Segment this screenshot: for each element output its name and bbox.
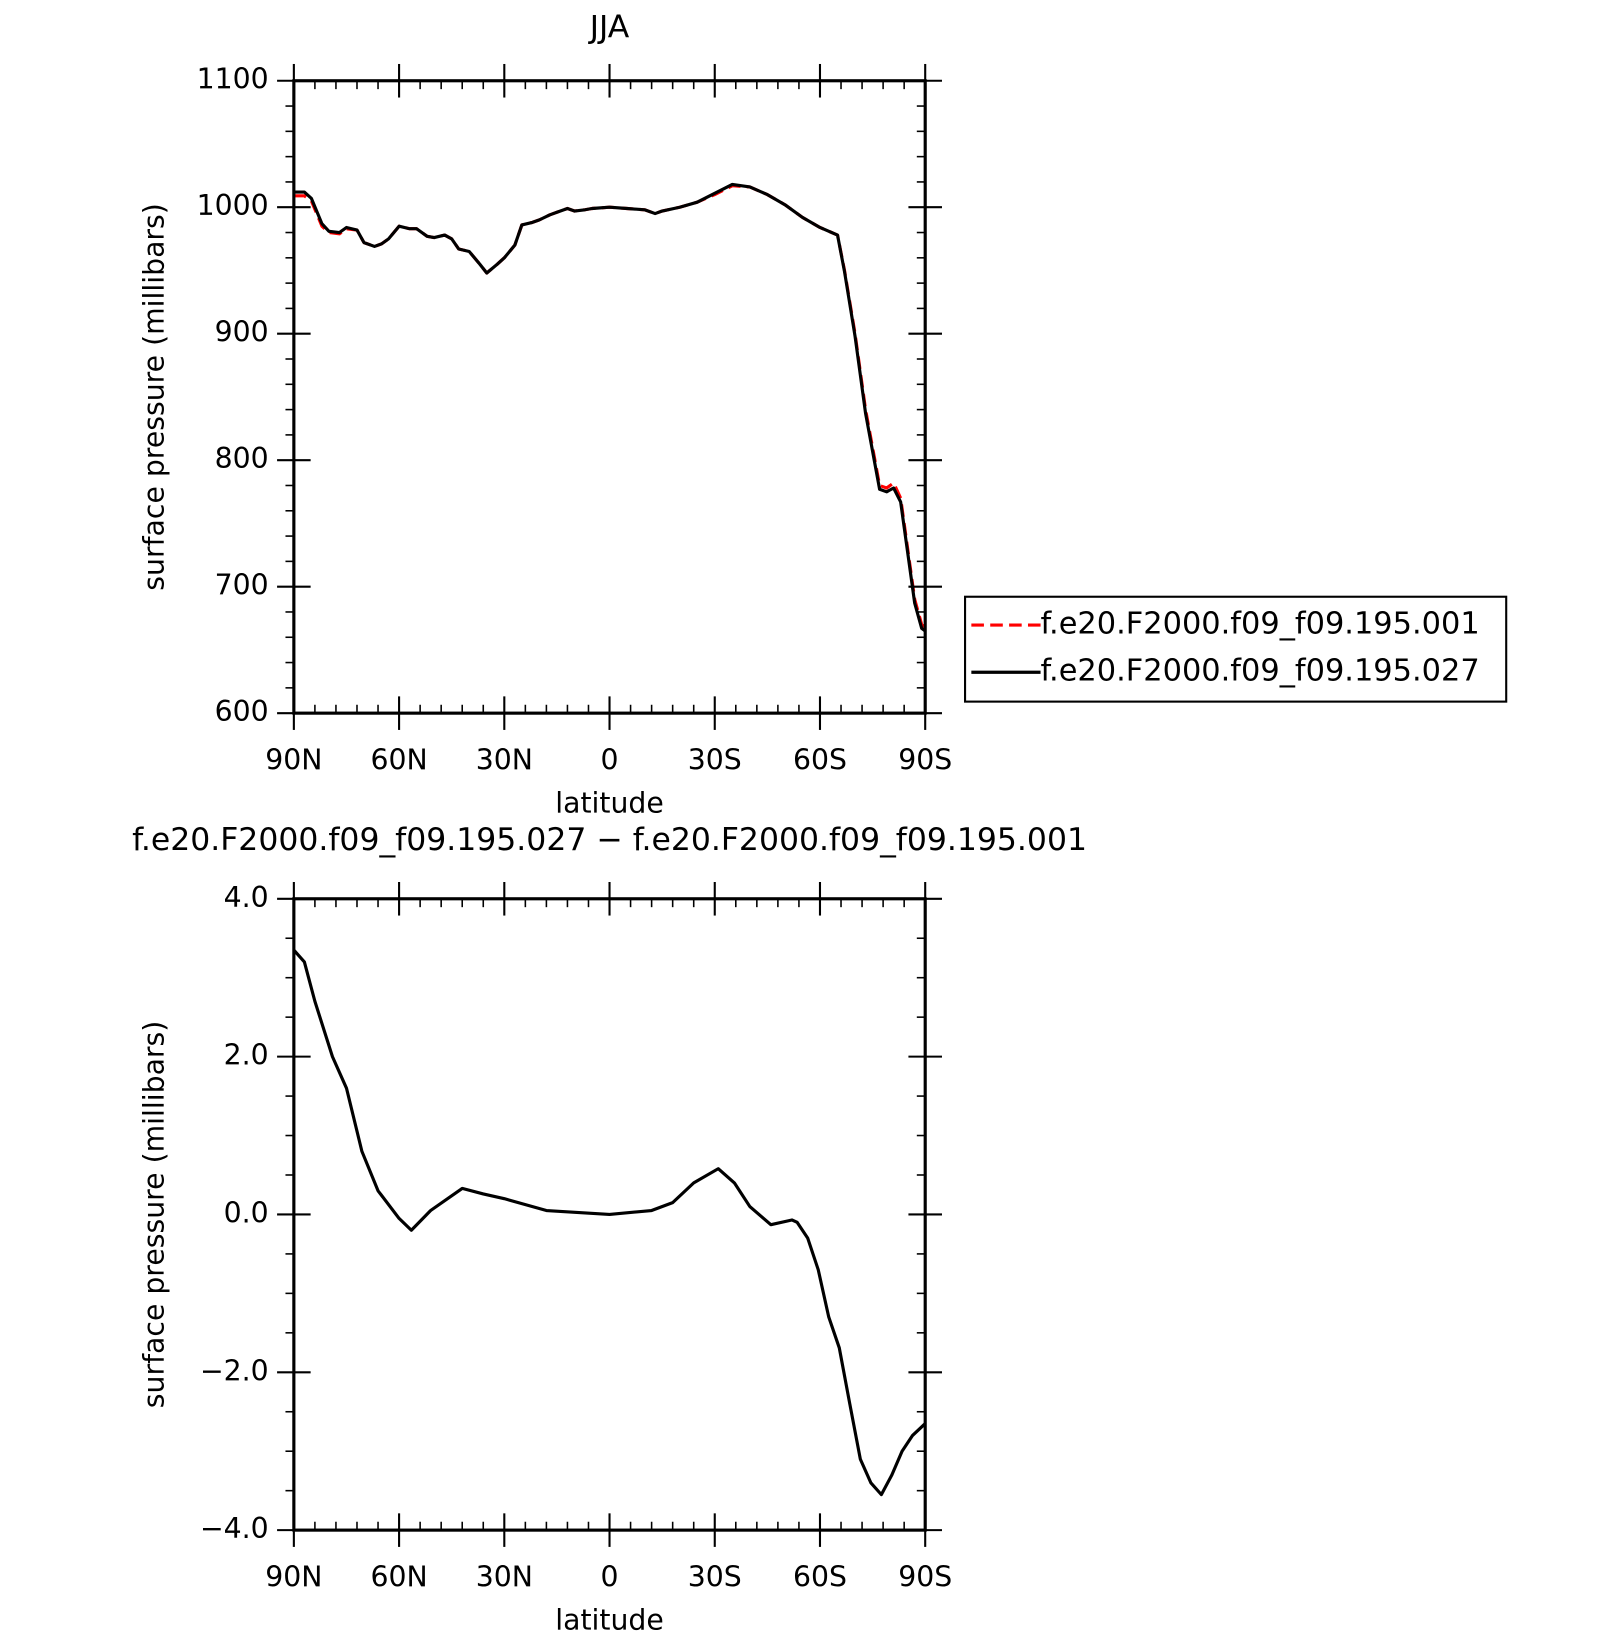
y-tick-label: −4.0: [200, 1512, 269, 1545]
x-tick-label: 0: [601, 1560, 619, 1593]
x-tick-label: 60S: [793, 1560, 847, 1593]
legend-label: f.e20.F2000.f09_f09.195.001: [1041, 607, 1480, 642]
x-tick-label: 60N: [370, 1560, 427, 1593]
x-tick-label: 90S: [898, 743, 952, 776]
y-tick-label: 600: [215, 695, 269, 728]
x-tick-label: 90S: [898, 1560, 952, 1593]
series-line: [293, 184, 927, 629]
x-tick-label: 30N: [476, 1560, 533, 1593]
chart-title: JJA: [588, 9, 630, 45]
y-tick-label: 4.0: [224, 881, 269, 914]
y-tick-label: 700: [215, 569, 269, 602]
y-tick-label: 800: [215, 442, 269, 475]
x-tick-label: 90N: [265, 1560, 322, 1593]
y-tick-label: −2.0: [200, 1354, 269, 1387]
x-tick-label: 60S: [793, 743, 847, 776]
y-axis-label: surface pressure (millibars): [137, 1021, 170, 1409]
legend-box: [964, 595, 1508, 703]
x-tick-label: 60N: [370, 743, 427, 776]
x-tick-label: 30S: [688, 743, 742, 776]
x-axis-label: latitude: [555, 1603, 664, 1635]
y-tick-label: 0.0: [224, 1196, 269, 1229]
series-line: [293, 182, 927, 633]
y-axis-label: surface pressure (millibars): [137, 203, 170, 591]
y-tick-label: 1000: [197, 189, 269, 222]
y-tick-label: 2.0: [224, 1039, 269, 1072]
x-axis-label: latitude: [555, 786, 664, 819]
plot-frame: [292, 79, 927, 715]
x-tick-label: 90N: [265, 743, 322, 776]
legend-label: f.e20.F2000.f09_f09.195.027: [1041, 654, 1480, 689]
x-tick-label: 30N: [476, 743, 533, 776]
series-line: [292, 949, 927, 1497]
y-tick-label: 900: [215, 316, 269, 349]
y-tick-label: 1100: [197, 63, 269, 96]
chart-title: f.e20.F2000.f09_f09.195.027 − f.e20.F200…: [132, 822, 1087, 858]
x-tick-label: 30S: [688, 1560, 742, 1593]
x-tick-label: 0: [601, 743, 619, 776]
